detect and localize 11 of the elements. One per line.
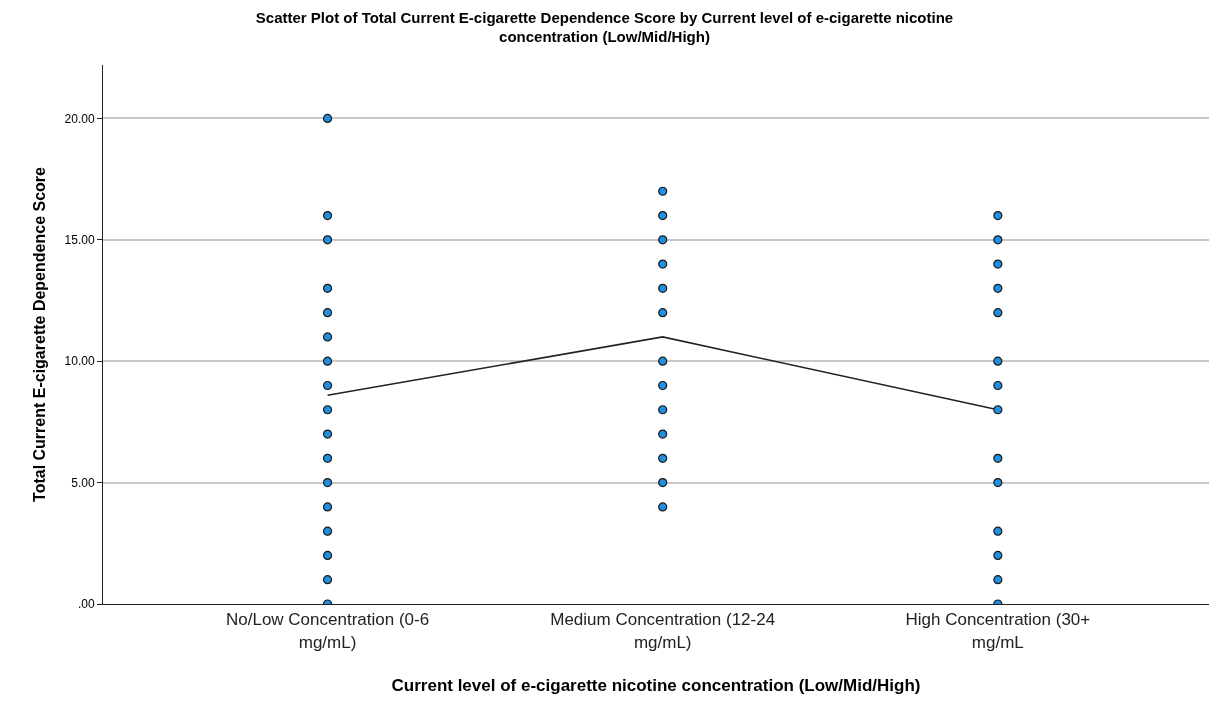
- chart-title: Scatter Plot of Total Current E-cigarette Dependence Score by Current level of e-cigarette nicotine concentration (Low/Mid/High): [255, 8, 954, 46]
- y-tick-label: 15.00: [64, 233, 95, 248]
- y-axis-title: Total Current E-cigarette Dependence Score: [31, 166, 49, 502]
- x-tick-label: No/Low Concentration (0-6 mg/mL): [225, 610, 430, 652]
- y-tick-label: .00: [77, 597, 95, 612]
- x-axis-title: Current level of e-cigarette nicotine concentration (Low/Mid/High): [391, 675, 921, 695]
- x-tick-label: High Concentration (30+ mg/mL: [905, 610, 1091, 652]
- x-tick-label: Medium Concentration (12-24 mg/mL): [550, 610, 776, 652]
- y-tick-label: 5.00: [71, 475, 95, 490]
- y-tick-label: 20.00: [64, 111, 95, 126]
- y-tick-label: 10.00: [64, 354, 95, 369]
